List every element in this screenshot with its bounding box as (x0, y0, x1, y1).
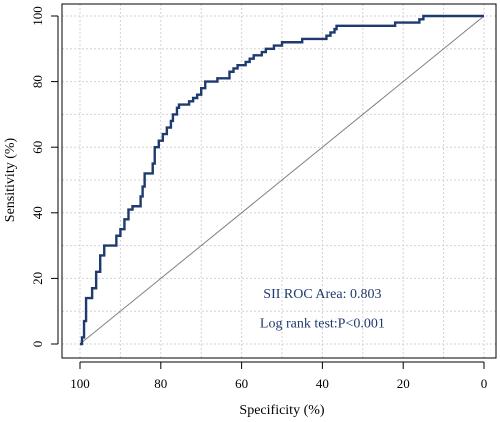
chart-annotation: SII ROC Area: 0.803 (263, 287, 381, 302)
y-tick-label: 80 (30, 75, 45, 88)
y-tick-label: 60 (30, 141, 45, 154)
y-tick-label: 100 (30, 6, 45, 26)
reference-line-layer (79, 15, 485, 345)
x-tick-label: 0 (481, 376, 488, 391)
reference-diagonal-line (79, 15, 485, 345)
y-tick-label: 0 (30, 341, 45, 348)
y-tick-label: 20 (30, 272, 45, 285)
x-tick-label: 100 (70, 376, 90, 391)
plot-frame (61, 3, 497, 359)
x-tick-label: 80 (154, 376, 167, 391)
y-axis-title: Sensitivity (%) (3, 137, 18, 222)
annotations: SII ROC Area: 0.803 Log rank test:P<0.001 (260, 287, 385, 332)
chart-annotation: Log rank test:P<0.001 (260, 317, 385, 332)
x-tick-label: 60 (235, 376, 248, 391)
y-axis: 0 20 40 60 80 100 (30, 6, 59, 348)
x-axis: 100 80 60 40 20 0 (70, 361, 488, 391)
x-tick-label: 20 (397, 376, 410, 391)
x-tick-label: 40 (316, 376, 329, 391)
y-tick-label: 40 (30, 206, 45, 219)
roc-curve-layer (80, 14, 484, 346)
x-axis-title: Specificity (%) (239, 403, 324, 418)
roc-curve (80, 14, 484, 346)
grid-lines (62, 4, 496, 358)
